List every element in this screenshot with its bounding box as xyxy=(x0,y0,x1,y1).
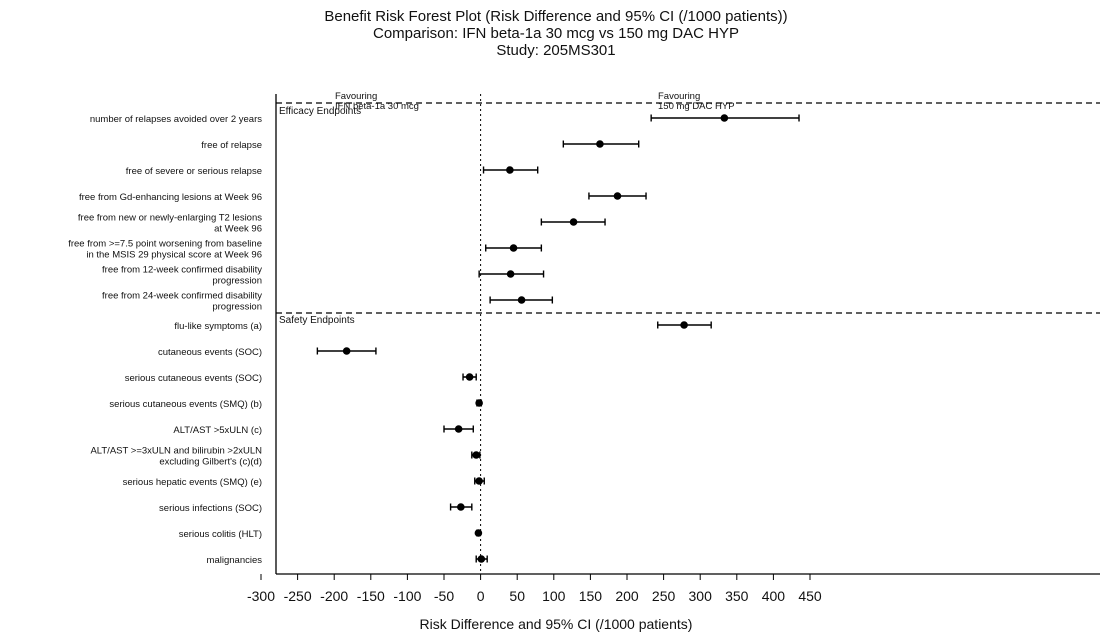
row-label: malignancies xyxy=(207,555,263,566)
chart-title: Benefit Risk Forest Plot (Risk Differenc… xyxy=(324,8,788,25)
point-estimate xyxy=(596,140,604,148)
x-tick-label: 300 xyxy=(689,588,713,604)
chart-subtitle: Comparison: IFN beta-1a 30 mcg vs 150 mg… xyxy=(373,25,739,42)
point-estimate xyxy=(342,347,351,355)
row-label: serious cutaneous events (SMQ) (b) xyxy=(109,399,262,410)
point-estimate xyxy=(680,321,688,329)
favour-right-line2: 150 mg DAC HYP xyxy=(658,101,735,112)
row-label: free from Gd-enhancing lesions at Week 9… xyxy=(79,192,262,203)
x-tick-label: 0 xyxy=(477,588,485,604)
x-tick-label: -250 xyxy=(284,588,312,604)
point-estimate xyxy=(517,296,526,304)
x-tick-label: -300 xyxy=(247,588,275,604)
row-label: serious infections (SOC) xyxy=(159,503,262,514)
chart-title-block: Benefit Risk Forest Plot (Risk Differenc… xyxy=(0,8,1112,59)
row-label: free of relapse xyxy=(201,140,262,151)
row-label: free from new or newly-enlarging T2 lesi… xyxy=(78,213,262,224)
row-label: serious cutaneous events (SOC) xyxy=(125,373,262,384)
row-label: flu-like symptoms (a) xyxy=(174,321,262,332)
row-label: free of severe or serious relapse xyxy=(126,166,262,177)
row-label: serious colitis (HLT) xyxy=(179,529,262,540)
row-label: number of relapses avoided over 2 years xyxy=(90,114,262,125)
row-label: in the MSIS 29 physical score at Week 96 xyxy=(86,250,262,261)
x-tick-label: 400 xyxy=(762,588,786,604)
row-label: excluding Gilbert's (c)(d) xyxy=(159,457,262,468)
row-label: progression xyxy=(212,276,262,287)
point-estimate xyxy=(477,555,486,563)
x-tick-label: 450 xyxy=(798,588,822,604)
row-label: free from 24-week confirmed disability xyxy=(102,291,262,302)
point-estimate xyxy=(475,477,483,485)
row-label: free from 12-week confirmed disability xyxy=(102,265,262,276)
section-label: Efficacy Endpoints xyxy=(279,106,361,117)
point-estimate xyxy=(465,373,474,381)
favour-left-line1: Favouring xyxy=(335,91,377,102)
row-label: ALT/AST >=3xULN and bilirubin >2xULN xyxy=(90,446,262,457)
point-estimate xyxy=(720,114,729,122)
x-tick-label: -50 xyxy=(434,588,454,604)
x-tick-label: 250 xyxy=(652,588,676,604)
row-label: cutaneous events (SOC) xyxy=(158,347,262,358)
x-tick-label: 100 xyxy=(542,588,566,604)
x-axis-label: Risk Difference and 95% CI (/1000 patien… xyxy=(419,616,693,632)
row-label: ALT/AST >5xULN (c) xyxy=(173,425,262,436)
x-tick-label: -150 xyxy=(357,588,385,604)
row-label: at Week 96 xyxy=(214,224,262,235)
point-estimate xyxy=(506,270,515,278)
row-label: free from >=7.5 point worsening from bas… xyxy=(68,239,262,250)
x-tick-label: 150 xyxy=(579,588,603,604)
x-tick-label: 50 xyxy=(509,588,525,604)
point-estimate xyxy=(509,244,518,252)
favour-left-line2: IFN beta-1a 30 mcg xyxy=(335,101,419,112)
x-tick-label: 350 xyxy=(725,588,749,604)
row-label: progression xyxy=(212,302,262,313)
section-label: Safety Endpoints xyxy=(279,315,355,326)
point-estimate xyxy=(569,218,578,226)
point-estimate xyxy=(613,192,622,200)
x-tick-label: 200 xyxy=(615,588,639,604)
row-label: serious hepatic events (SMQ) (e) xyxy=(123,477,262,488)
point-estimate xyxy=(472,451,481,459)
x-tick-label: -100 xyxy=(393,588,421,604)
favour-right-line1: Favouring xyxy=(658,91,700,102)
chart-study: Study: 205MS301 xyxy=(496,42,616,59)
point-estimate xyxy=(457,503,465,511)
x-tick-label: -200 xyxy=(320,588,348,604)
point-estimate xyxy=(454,425,463,433)
point-estimate xyxy=(475,399,483,407)
point-estimate xyxy=(474,529,483,537)
point-estimate xyxy=(506,166,514,174)
